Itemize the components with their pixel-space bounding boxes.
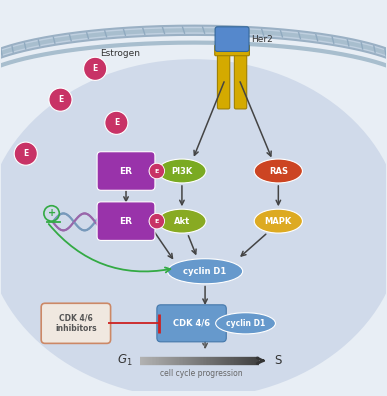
Text: Akt: Akt	[174, 217, 190, 226]
Text: E: E	[92, 64, 98, 73]
FancyBboxPatch shape	[41, 303, 111, 343]
Ellipse shape	[254, 209, 302, 233]
Circle shape	[84, 57, 107, 80]
Circle shape	[14, 142, 37, 165]
Circle shape	[49, 88, 72, 111]
FancyBboxPatch shape	[97, 152, 155, 190]
Text: cyclin D1: cyclin D1	[183, 267, 227, 276]
Text: MAPK: MAPK	[265, 217, 292, 226]
Text: +: +	[48, 208, 56, 219]
FancyBboxPatch shape	[97, 202, 155, 240]
Circle shape	[149, 213, 164, 229]
Text: E: E	[155, 219, 159, 224]
FancyBboxPatch shape	[215, 45, 249, 56]
Ellipse shape	[216, 313, 276, 334]
Text: RAS: RAS	[269, 166, 288, 175]
Text: PI3K: PI3K	[171, 166, 193, 175]
Text: ER: ER	[120, 166, 132, 175]
Text: E: E	[114, 118, 119, 127]
FancyBboxPatch shape	[217, 50, 230, 109]
FancyBboxPatch shape	[157, 305, 226, 342]
Ellipse shape	[254, 159, 302, 183]
Text: E: E	[58, 95, 63, 104]
Text: Her2: Her2	[251, 34, 273, 44]
Text: cyclin D1: cyclin D1	[226, 319, 265, 328]
Ellipse shape	[158, 209, 206, 233]
FancyBboxPatch shape	[235, 50, 247, 109]
Ellipse shape	[158, 159, 206, 183]
Text: $G_1$: $G_1$	[117, 353, 133, 368]
FancyBboxPatch shape	[215, 27, 249, 51]
Text: ER: ER	[120, 217, 132, 226]
Text: CDK 4/6
inhibitors: CDK 4/6 inhibitors	[55, 313, 97, 333]
Ellipse shape	[0, 59, 387, 396]
Text: E: E	[155, 219, 159, 224]
Circle shape	[149, 213, 164, 229]
Text: cell cycle progression: cell cycle progression	[160, 369, 243, 378]
Ellipse shape	[168, 259, 243, 284]
Text: E: E	[155, 169, 159, 173]
FancyArrowPatch shape	[49, 224, 170, 272]
Circle shape	[149, 163, 164, 179]
Circle shape	[105, 111, 128, 134]
Text: E: E	[155, 169, 159, 173]
Text: E: E	[23, 149, 28, 158]
Text: S: S	[274, 354, 282, 367]
Text: CDK 4/6: CDK 4/6	[173, 319, 210, 328]
Circle shape	[149, 163, 164, 179]
Text: Estrogen: Estrogen	[100, 49, 140, 58]
